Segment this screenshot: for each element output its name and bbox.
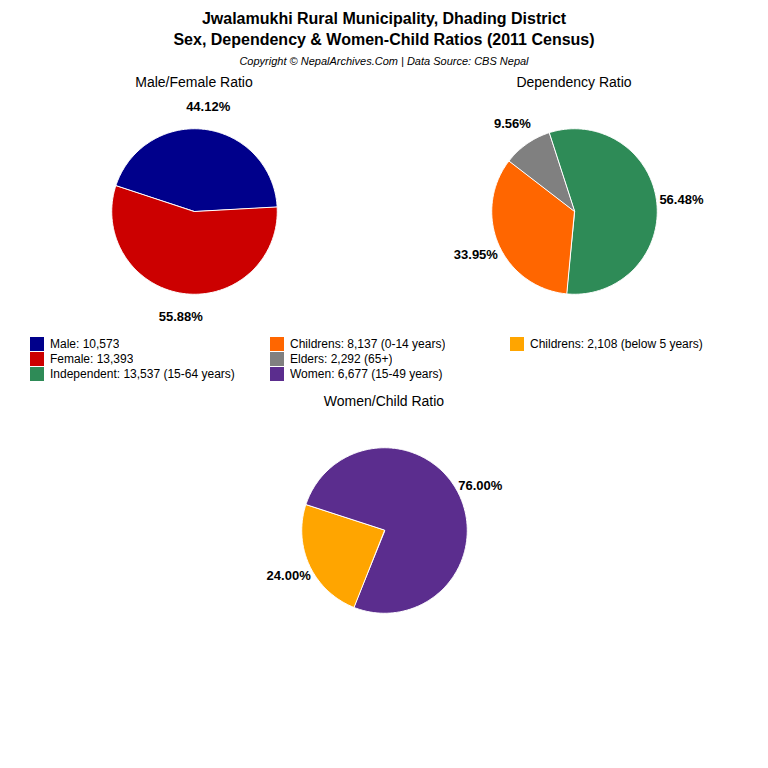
svg-text:56.48%: 56.48% (659, 192, 704, 207)
html-text:Independent: 13,537 (15-64 yea: Independent: 13,537 (15-64 years) (50, 367, 235, 381)
svg-text:55.88%: 55.88% (159, 309, 204, 324)
svg-text:44.12%: 44.12% (186, 99, 231, 114)
html-text:Women: 6,677 (15-49 years): Women: 6,677 (15-49 years) (290, 367, 443, 381)
html-text:Male/Female Ratio: Male/Female Ratio (135, 74, 253, 90)
svg-text:76.00%: 76.00% (458, 478, 503, 493)
html-text:Copyright © NepalArchives.Com: Copyright © NepalArchives.Com | Data Sou… (239, 55, 529, 67)
html-text:Jwalamukhi Rural Municipality,: Jwalamukhi Rural Municipality, Dhading D… (201, 10, 567, 27)
html-text:Elders: 2,292 (65+): Elders: 2,292 (65+) (290, 352, 393, 366)
html-text:Female: 13,393: Female: 13,393 (50, 352, 134, 366)
svg-text:24.00%: 24.00% (267, 568, 312, 583)
svg-text:9.56%: 9.56% (494, 116, 531, 131)
html-text:Childrens: 2,108 (below 5 year: Childrens: 2,108 (below 5 years) (530, 337, 703, 351)
html-text:Childrens: 8,137 (0-14 years): Childrens: 8,137 (0-14 years) (290, 337, 446, 351)
html-text:Dependency Ratio: Dependency Ratio (516, 74, 632, 90)
html-text:Women/Child Ratio: Women/Child Ratio (323, 393, 445, 409)
html-text:Sex, Dependency & Women-Child: Sex, Dependency & Women-Child Ratios (20… (173, 31, 595, 48)
svg-text:33.95%: 33.95% (454, 247, 499, 262)
html-text:Male: 10,573: Male: 10,573 (50, 337, 120, 351)
